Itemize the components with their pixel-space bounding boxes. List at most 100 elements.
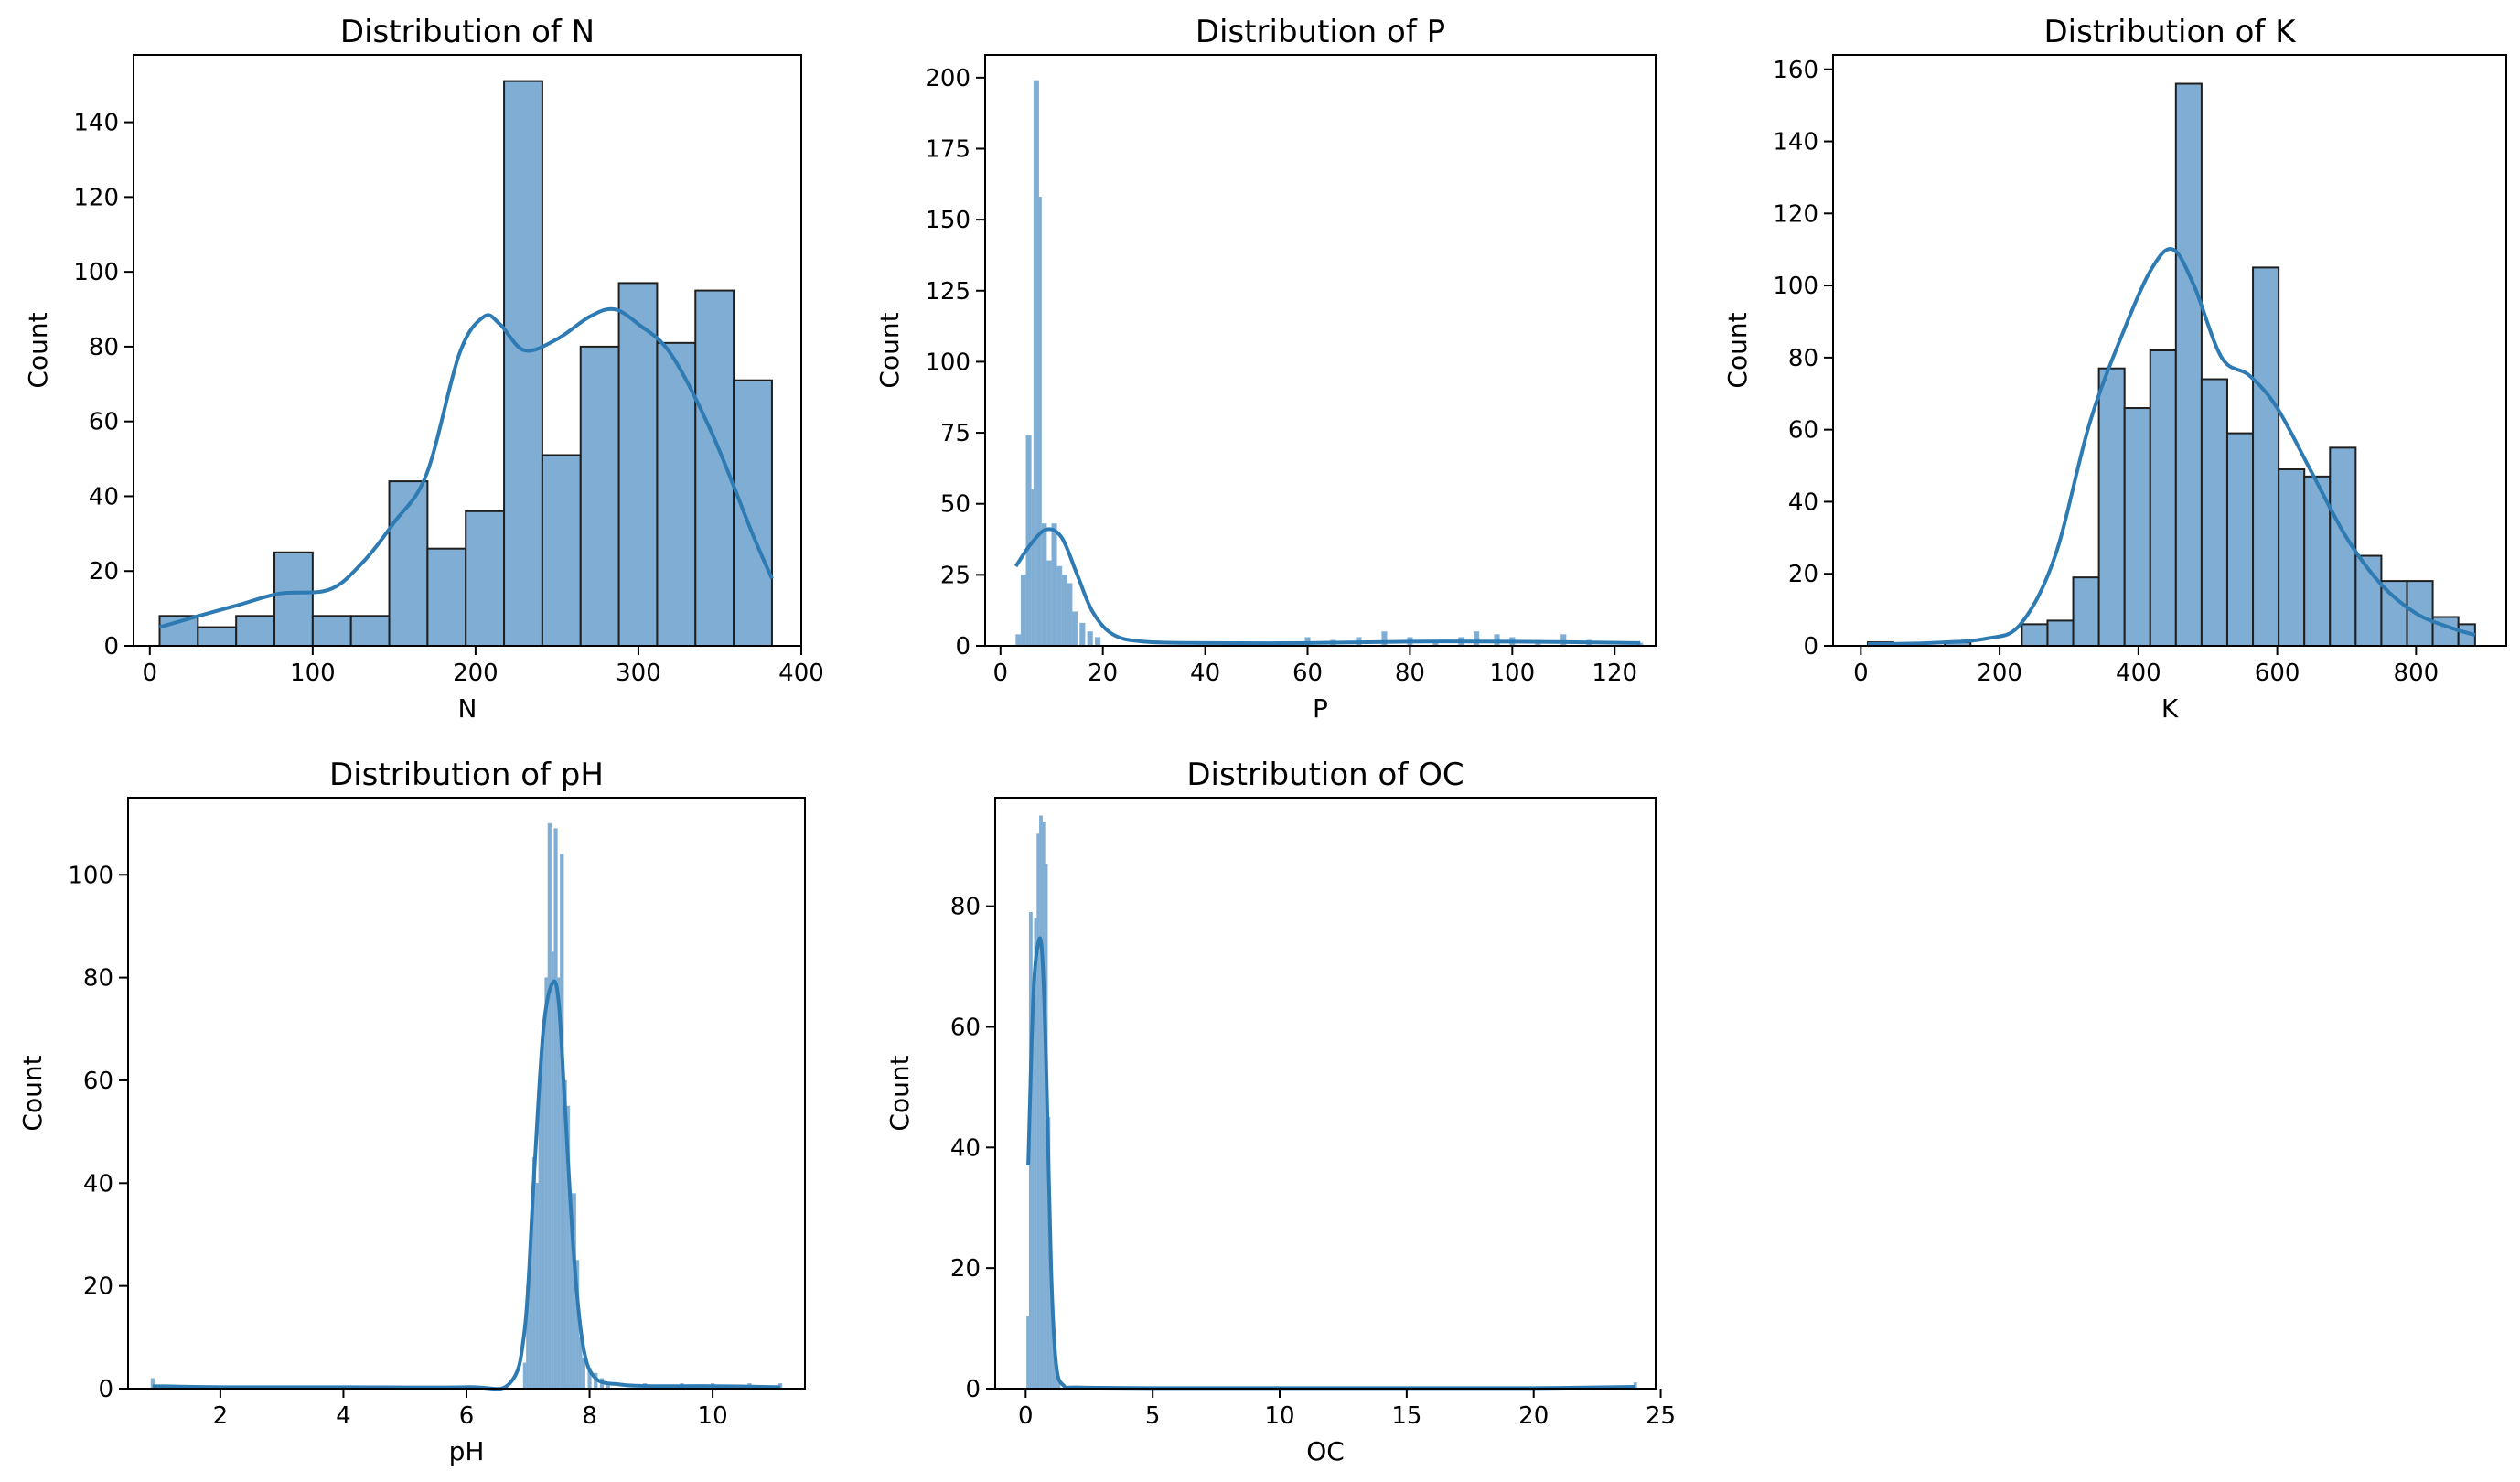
x-tick-label: 200 [453,660,499,687]
kde-line [158,306,774,629]
y-axis-label: Count [874,312,905,388]
bar [2123,407,2151,647]
y-axis-label: Count [885,1055,915,1131]
y-tick-label: 100 [925,349,970,376]
y-tick-label: 60 [950,1014,981,1041]
bar [235,615,276,647]
bar [2252,266,2280,647]
x-tick-label: 100 [290,660,336,687]
bar [617,282,659,647]
bar [579,345,620,647]
y-tick-label: 0 [98,1376,113,1403]
x-tick-label: 25 [1646,1402,1676,1430]
bar [1071,611,1078,647]
bar [2200,378,2228,647]
axes-frame [994,797,1657,1390]
y-tick-label: 0 [955,633,970,660]
y-tick-label: 140 [1773,129,1818,156]
bars [1015,80,1644,647]
y-tick-label: 125 [925,278,970,306]
x-tick-label: 6 [459,1402,475,1430]
y-tick-label: 80 [89,334,119,361]
bar [2174,82,2203,647]
y-tick-label: 50 [940,491,970,519]
y-tick-label: 80 [950,894,981,921]
bar [1056,565,1063,647]
bar [1095,637,1101,647]
bar [1035,196,1042,647]
y-tick-label: 40 [83,1170,113,1197]
bar [465,510,506,647]
y-ticks: 0 20 40 60 80 100 [68,862,128,1403]
y-tick-label: 0 [103,633,119,660]
x-tick-label: 600 [2255,660,2300,687]
x-tick-label: 40 [1190,660,1220,687]
bar [197,626,238,647]
chart-panel-2: 0 20 40 60 80 100 120 0 25 50 75 100 125 150 175 200 Dis… [874,14,1657,724]
y-axis-label: Count [1722,312,1753,388]
x-axis-label: OC [1306,1436,1345,1466]
x-tick-label: 800 [2394,660,2440,687]
bar [1025,435,1032,647]
x-tick-label: 2 [213,1402,229,1430]
bar [1046,560,1053,647]
bar [311,615,352,647]
x-tick-label: 200 [1977,660,2022,687]
bar [1087,631,1093,647]
bars [158,80,773,648]
y-tick-label: 120 [1773,200,1818,228]
y-axis-label: Count [17,1055,48,1131]
bar [541,454,582,647]
x-tick-label: 10 [1264,1402,1294,1430]
x-ticks: 0 20 40 60 80 100 120 [993,646,1637,687]
x-tick-label: 0 [1853,660,1869,687]
y-tick-label: 140 [73,110,119,137]
bar [2149,349,2177,647]
x-ticks: 0 100 200 300 400 [143,646,824,687]
x-tick-label: 0 [143,660,158,687]
y-tick-label: 120 [73,184,119,211]
x-ticks: 0 200 400 600 800 [1853,646,2439,687]
y-tick-label: 25 [940,562,970,589]
bar [733,379,773,647]
kde-line [1867,247,2476,647]
x-axis-label: N [458,693,477,724]
y-tick-label: 75 [940,420,970,447]
y-tick-label: 80 [1788,345,1818,372]
y-tick-label: 80 [83,965,113,993]
bar [426,547,467,648]
y-tick-label: 160 [1773,57,1818,84]
y-ticks: 0 25 50 75 100 125 150 175 200 [925,65,985,660]
bar [2097,367,2126,647]
x-tick-label: 400 [778,660,824,687]
chart-panel-5: 0 5 10 15 20 25 0 20 40 60 80 Distribution of OC OC C… [885,757,1676,1466]
y-tick-label: 40 [1788,489,1818,516]
y-tick-label: 40 [950,1134,981,1162]
x-tick-label: 60 [1292,660,1323,687]
bar [1061,575,1067,647]
y-tick-label: 100 [68,862,113,889]
bar [1474,631,1480,647]
bar [2406,580,2434,647]
axes-frame [1832,54,2507,647]
y-tick-label: 20 [950,1255,981,1283]
x-ticks: 2 4 6 8 10 [213,1389,728,1430]
x-tick-label: 100 [1490,660,1536,687]
axes-frame [984,54,1657,647]
bar [581,1357,585,1390]
bar [2225,432,2255,647]
bar [1020,575,1027,647]
x-tick-label: 20 [1518,1402,1549,1430]
y-tick-label: 60 [89,409,119,436]
y-tick-label: 20 [83,1273,113,1301]
x-tick-label: 80 [1395,660,1425,687]
y-tick-label: 60 [83,1068,113,1095]
y-tick-label: 60 [1788,417,1818,445]
y-tick-label: 150 [925,207,970,234]
y-tick-label: 0 [965,1376,981,1403]
y-ticks: 0 20 40 60 80 [950,894,995,1403]
chart-title: Distribution of P [1196,14,1445,50]
